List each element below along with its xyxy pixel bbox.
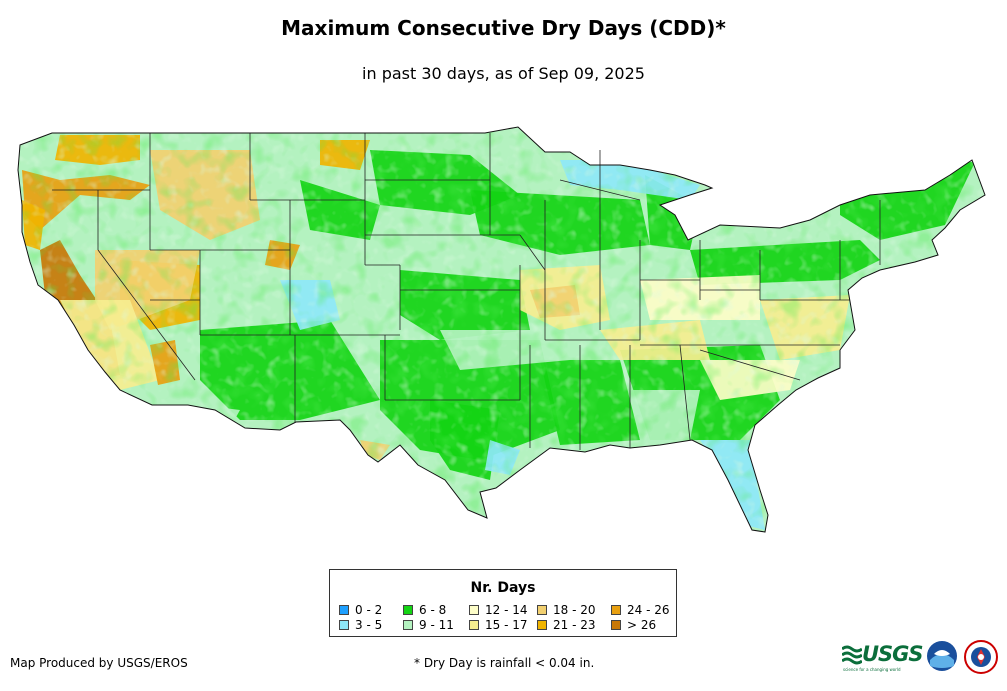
state-border xyxy=(699,349,801,381)
state-border xyxy=(97,249,196,381)
legend-label: 15 - 17 xyxy=(485,618,528,632)
legend-swatch xyxy=(403,620,413,630)
cdd-map xyxy=(17,126,986,533)
texture-green xyxy=(18,127,985,532)
legend-swatch xyxy=(611,605,621,615)
legend-label: 3 - 5 xyxy=(355,618,383,632)
legend-swatch xyxy=(537,620,547,630)
legend-label: 12 - 14 xyxy=(485,603,528,617)
legend-label: 18 - 20 xyxy=(553,603,596,617)
usgs-logo: USGS science for a changing world xyxy=(842,642,924,672)
legend-label: 6 - 8 xyxy=(419,603,447,617)
legend-swatch xyxy=(611,620,621,630)
map-title: Maximum Consecutive Dry Days (CDD)* xyxy=(281,16,726,40)
usgs-tagline: science for a changing world xyxy=(843,667,901,672)
legend-label: 9 - 11 xyxy=(419,618,454,632)
noaa-logo xyxy=(927,641,957,671)
legend-swatch xyxy=(339,620,349,630)
state-border xyxy=(559,179,641,201)
legend-swatch xyxy=(537,605,547,615)
legend-swatch xyxy=(403,605,413,615)
state-border xyxy=(679,344,691,441)
state-border xyxy=(519,234,546,271)
nws-logo xyxy=(964,640,998,674)
legend-swatch xyxy=(469,620,479,630)
legend-label: 24 - 26 xyxy=(627,603,670,617)
credit-text: Map Produced by USGS/EROS xyxy=(10,656,188,670)
legend-title: Nr. Days xyxy=(470,580,536,596)
legend-label: 21 - 23 xyxy=(553,618,596,632)
map-subtitle: in past 30 days, as of Sep 09, 2025 xyxy=(362,64,645,83)
legend-swatch xyxy=(339,605,349,615)
legend-swatch xyxy=(469,605,479,615)
legend-label: > 26 xyxy=(627,618,657,632)
agency-logos: USGS science for a changing world xyxy=(842,640,1002,676)
legend-label: 0 - 2 xyxy=(355,603,383,617)
state-borders xyxy=(52,133,881,450)
footnote-text: * Dry Day is rainfall < 0.04 in. xyxy=(414,656,595,670)
usgs-wordmark: USGS xyxy=(862,642,924,666)
